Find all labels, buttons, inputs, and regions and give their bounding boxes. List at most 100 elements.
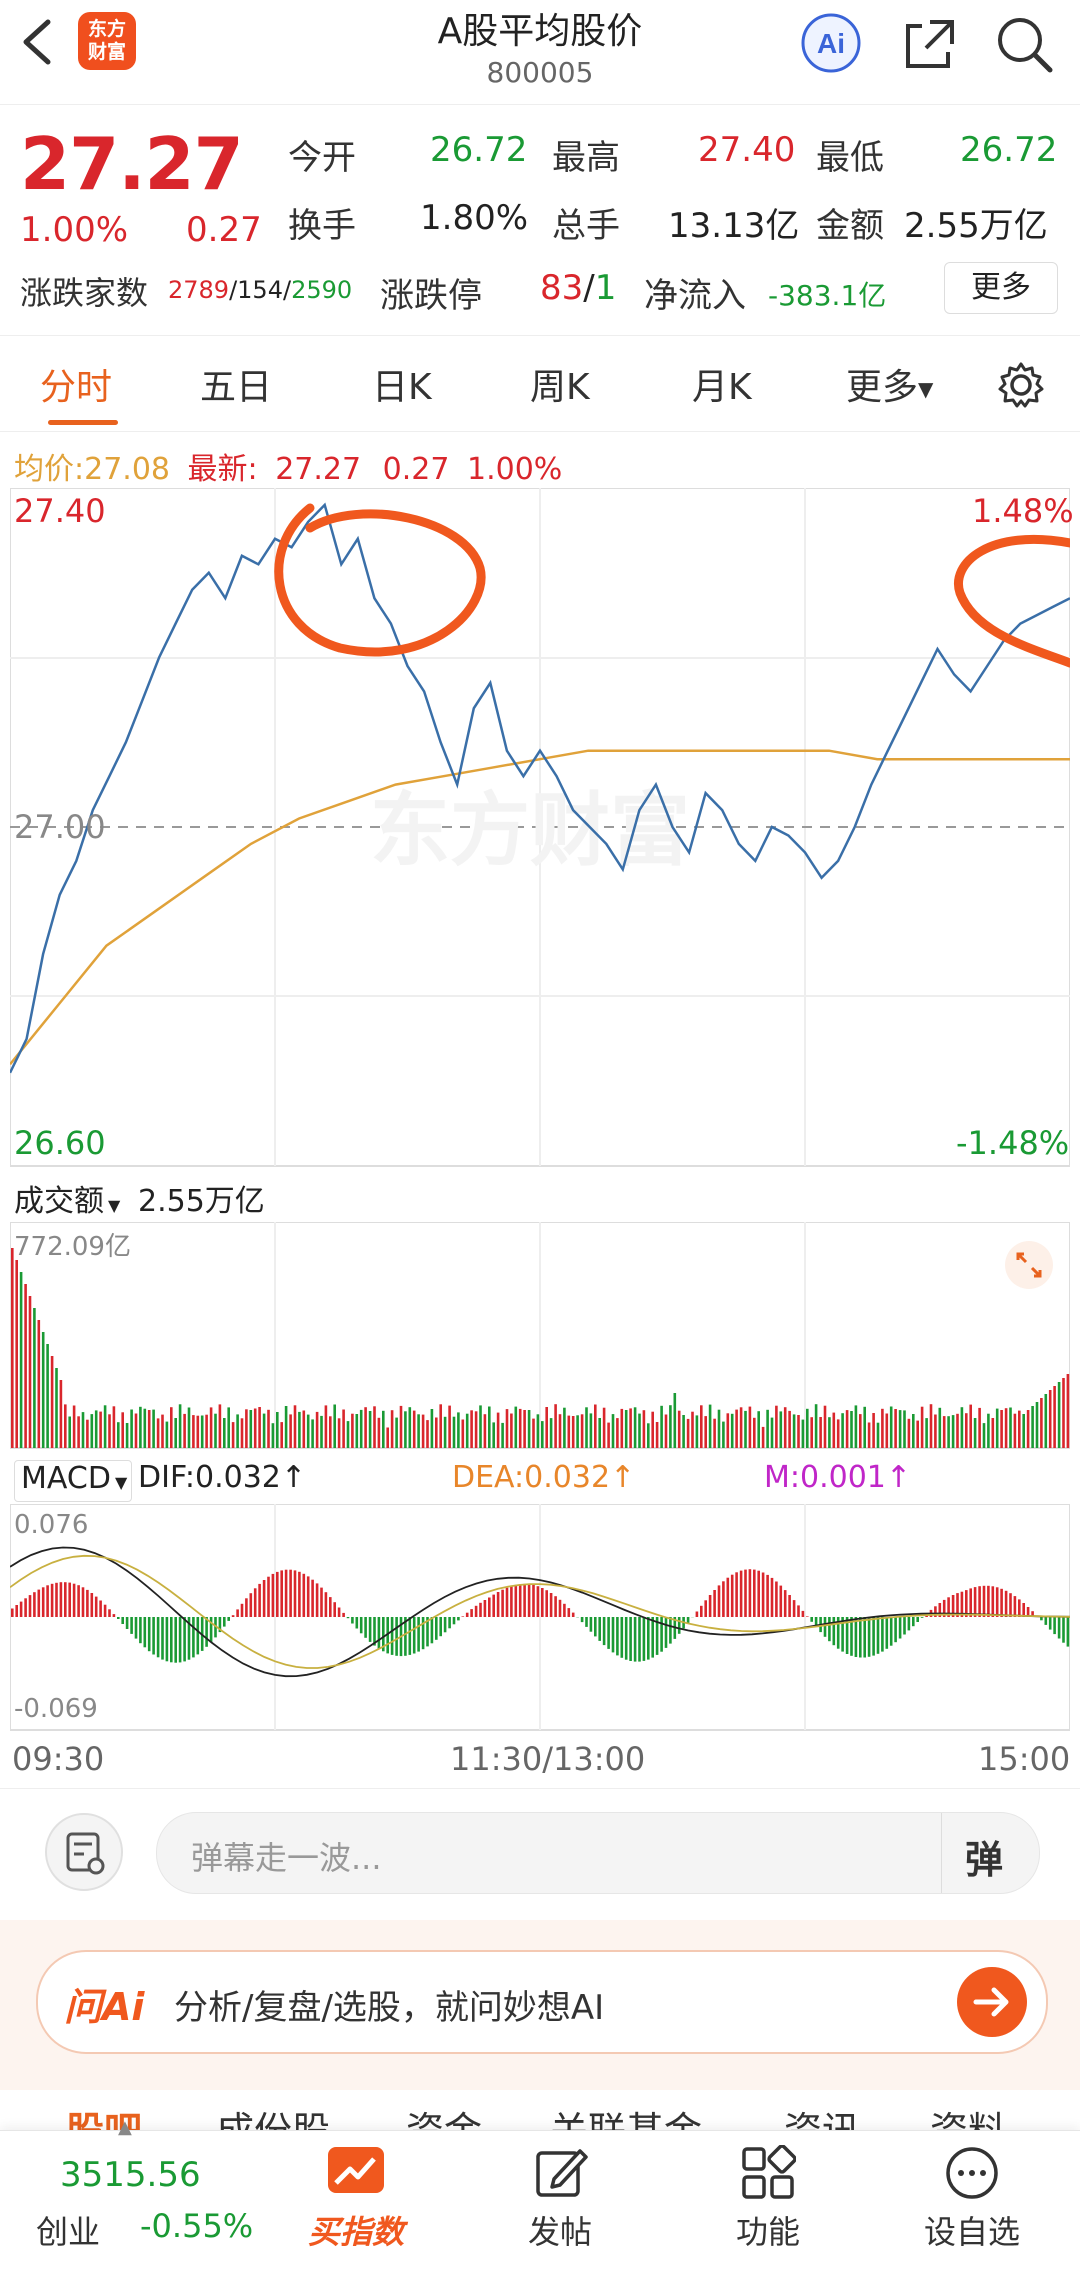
macd-bar xyxy=(824,1617,827,1637)
ai-go-arrow-icon[interactable] xyxy=(956,1966,1028,2038)
volume-bar xyxy=(939,1408,942,1448)
volume-bar xyxy=(687,1419,690,1448)
macd-bar xyxy=(735,1572,738,1617)
intraday-price-chart[interactable]: 东方财富 xyxy=(10,488,1070,1168)
volume-bar xyxy=(894,1409,897,1448)
post-label[interactable]: 发帖 xyxy=(500,2207,620,2253)
turnover-label: 换手 xyxy=(288,198,356,247)
tab-daily-k[interactable]: 日K xyxy=(372,358,432,410)
volume-bar xyxy=(651,1412,654,1448)
macd-bar xyxy=(528,1584,531,1617)
macd-bar xyxy=(541,1588,544,1617)
macd-bar xyxy=(634,1617,637,1662)
macd-bar xyxy=(1049,1617,1052,1630)
macd-bar xyxy=(978,1586,981,1617)
volume-chart[interactable] xyxy=(10,1222,1070,1450)
add-watchlist-label[interactable]: 设自选 xyxy=(912,2207,1032,2253)
volume-bar xyxy=(501,1423,504,1448)
macd-bar xyxy=(886,1617,889,1649)
macd-bar xyxy=(285,1570,288,1617)
danmaku-settings-icon[interactable] xyxy=(44,1812,124,1892)
macd-bar xyxy=(298,1572,301,1617)
volume-bar xyxy=(987,1414,990,1448)
ai-icon[interactable]: Ai xyxy=(800,12,862,74)
volume-bar xyxy=(554,1404,557,1448)
dropdown-arrow-icon: ▼ xyxy=(918,377,933,401)
macd-bar xyxy=(417,1617,420,1652)
ai-ask-bar[interactable]: 问Ai 分析/复盘/选股，就问妙想AI xyxy=(36,1950,1048,2054)
volume-bar xyxy=(713,1419,716,1448)
footer-index-name[interactable]: 创业 xyxy=(36,2207,100,2253)
volume-selector[interactable]: 成交额▼ xyxy=(14,1176,120,1220)
expand-icon[interactable] xyxy=(1004,1240,1054,1290)
functions-icon[interactable] xyxy=(740,2145,796,2201)
danmaku-send-button[interactable]: 弹 xyxy=(965,1829,1003,1884)
volume-bar xyxy=(333,1405,336,1449)
buy-index-label[interactable]: 买指数 xyxy=(296,2207,416,2253)
volume-bar xyxy=(382,1411,385,1448)
footer-index-value[interactable]: 3515.56 xyxy=(60,2155,201,2195)
macd-bar xyxy=(121,1617,124,1624)
tab-more[interactable]: 更多▼ xyxy=(846,358,933,410)
volume-bar xyxy=(872,1413,875,1448)
search-icon[interactable] xyxy=(992,12,1056,76)
y-label-top-left: 27.40 xyxy=(14,492,106,530)
macd-bar xyxy=(996,1587,999,1617)
macd-chart[interactable] xyxy=(10,1504,1070,1732)
macd-bar xyxy=(912,1617,915,1626)
macd-bar xyxy=(320,1588,323,1617)
limit-values: 83/1 xyxy=(540,268,616,308)
volume-bar xyxy=(797,1415,800,1448)
tab-intraday[interactable]: 分时 xyxy=(40,358,112,410)
footer-index-change[interactable]: -0.55% xyxy=(140,2207,253,2245)
macd-bar xyxy=(82,1587,85,1617)
tab-five-day[interactable]: 五日 xyxy=(200,358,272,410)
volume-bar xyxy=(258,1407,261,1448)
macd-bar xyxy=(55,1583,58,1617)
volume-bar xyxy=(965,1413,968,1448)
volume-bar xyxy=(1000,1410,1003,1448)
tab-monthly-k[interactable]: 月K xyxy=(692,358,752,410)
volume-bar xyxy=(709,1405,712,1448)
active-tab-indicator xyxy=(48,420,118,425)
macd-bar xyxy=(99,1601,102,1618)
macd-bar xyxy=(294,1570,297,1617)
volume-bar xyxy=(665,1415,668,1449)
volume-bar xyxy=(391,1410,394,1448)
buy-index-icon[interactable] xyxy=(326,2145,386,2197)
more-button[interactable]: 更多 xyxy=(944,262,1058,314)
functions-label[interactable]: 功能 xyxy=(708,2207,828,2253)
add-watchlist-icon[interactable] xyxy=(944,2145,1000,2201)
macd-selector[interactable]: MACD▼ xyxy=(14,1460,132,1502)
volume-bar xyxy=(417,1414,420,1448)
tab-weekly-k[interactable]: 周K xyxy=(530,358,590,410)
macd-bar xyxy=(722,1581,725,1617)
volume-bar xyxy=(166,1422,169,1448)
volume-bar xyxy=(598,1418,601,1448)
macd-bar xyxy=(519,1584,522,1617)
volume-bar xyxy=(316,1412,319,1448)
volume-bar xyxy=(868,1423,871,1449)
volume-bar xyxy=(749,1407,752,1448)
volume-bar xyxy=(170,1407,173,1448)
volume-bar xyxy=(29,1296,32,1448)
volume-bar xyxy=(15,1260,18,1448)
volume-bar xyxy=(444,1417,447,1448)
macd-bar xyxy=(1005,1591,1008,1617)
volume-bar xyxy=(285,1406,288,1448)
danmaku-input[interactable]: 弹幕走一波... 弹 xyxy=(156,1812,1040,1894)
volume-bar xyxy=(46,1344,49,1448)
macd-bar xyxy=(179,1617,182,1662)
post-icon[interactable] xyxy=(532,2145,588,2201)
volume-bar xyxy=(585,1407,588,1448)
volume-bar xyxy=(488,1407,491,1449)
settings-gear-icon[interactable] xyxy=(996,360,1046,410)
volume-bar xyxy=(205,1415,208,1448)
collapse-caret-icon[interactable]: ▲ xyxy=(118,2117,132,2138)
macd-bar xyxy=(497,1592,500,1617)
macd-bar xyxy=(621,1617,624,1658)
volume-bar xyxy=(859,1414,862,1448)
volume-bar xyxy=(409,1407,412,1448)
volume-bar xyxy=(223,1418,226,1448)
share-icon[interactable] xyxy=(900,14,960,74)
